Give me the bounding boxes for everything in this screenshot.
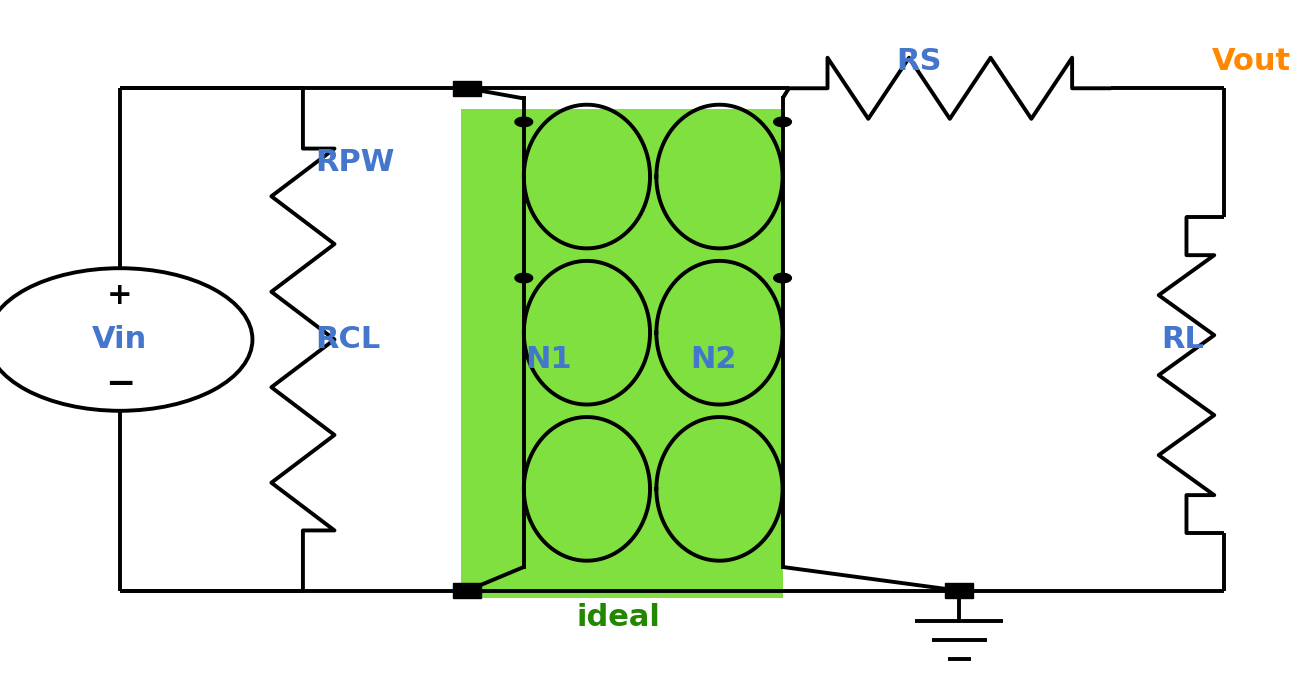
Text: −: − — [105, 367, 135, 401]
Text: ideal: ideal — [576, 604, 661, 632]
Circle shape — [774, 274, 791, 282]
Bar — [453, 81, 481, 96]
Bar — [461, 109, 783, 598]
Text: +: + — [107, 281, 133, 310]
Text: N2: N2 — [690, 346, 736, 374]
Text: RL: RL — [1162, 325, 1205, 354]
Text: N1: N1 — [526, 346, 572, 374]
Text: RPW: RPW — [316, 149, 396, 177]
Text: RCL: RCL — [316, 325, 381, 354]
Text: RS: RS — [896, 47, 942, 75]
Circle shape — [774, 117, 791, 126]
Bar — [453, 583, 481, 598]
Circle shape — [515, 117, 532, 126]
Text: Vout: Vout — [1211, 47, 1291, 75]
Text: Vin: Vin — [92, 325, 147, 354]
Bar — [946, 583, 973, 598]
Circle shape — [515, 274, 532, 282]
